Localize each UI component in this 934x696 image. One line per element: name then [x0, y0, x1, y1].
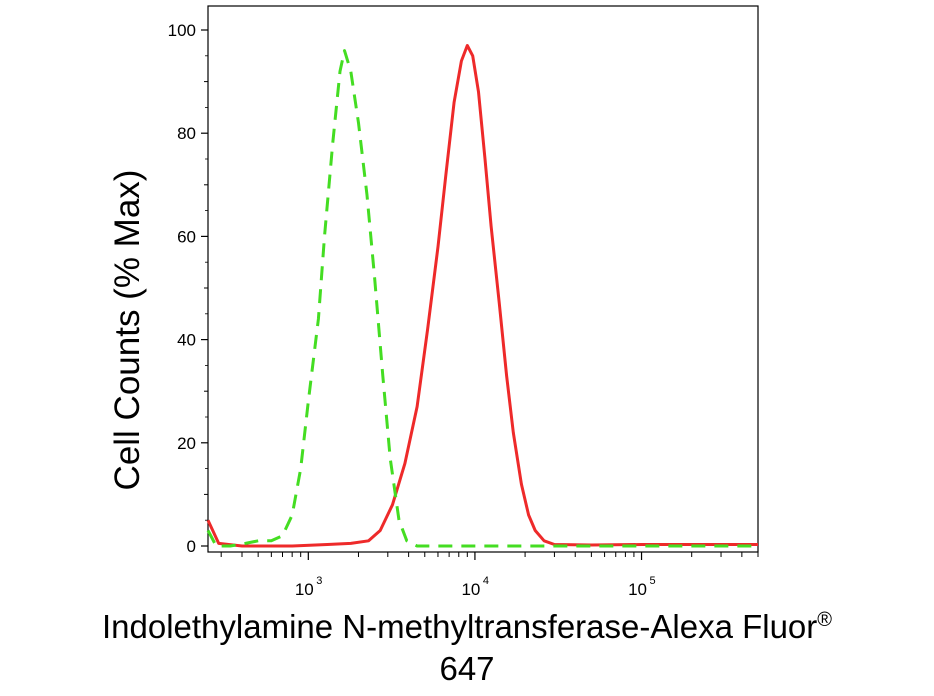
- series-layer: [206, 44, 758, 548]
- x-axis-label-line2: 647: [439, 650, 495, 687]
- x-tick-exponent: 5: [649, 575, 655, 587]
- y-axis-label: Cell Counts (% Max): [108, 169, 147, 491]
- x-axis-ticks: 10 3 10 4 10 5: [220, 552, 759, 599]
- y-tick-label: 100: [168, 21, 196, 40]
- x-tick-exponent: 3: [316, 575, 322, 587]
- y-tick-label: 60: [177, 227, 196, 246]
- dashed-series-line: [206, 49, 758, 548]
- y-tick-label: 80: [177, 124, 196, 143]
- plot-frame: [207, 5, 759, 553]
- x-axis-label-line1: Indolethylamine N-methyltransferase-Alex…: [101, 608, 818, 645]
- y-tick-label: 40: [177, 331, 196, 350]
- x-tick-label: 10: [295, 580, 314, 599]
- x-tick-exponent: 4: [483, 575, 489, 587]
- x-tick-label: 10: [461, 580, 480, 599]
- y-tick-label: 20: [177, 434, 196, 453]
- x-tick-label: 10: [628, 580, 647, 599]
- solid-series-line: [206, 44, 758, 548]
- x-axis-label: Indolethylamine N-methyltransferase-Alex…: [0, 606, 934, 690]
- y-tick-label: 0: [187, 537, 196, 556]
- y-axis-ticks: 0 20 40 60 80 100: [168, 21, 208, 556]
- registered-mark: ®: [817, 609, 833, 631]
